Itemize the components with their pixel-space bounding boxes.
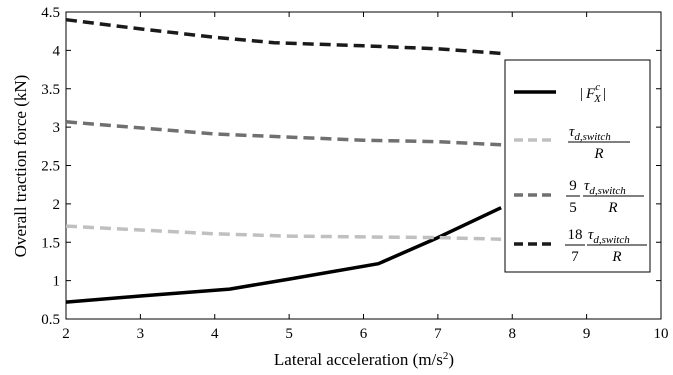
x-tick-label: 5 <box>285 326 293 342</box>
y-tick-label: 3 <box>53 120 61 136</box>
legend-coef-num-t3: 18 <box>568 227 583 243</box>
y-tick-label: 4.5 <box>41 5 60 21</box>
x-tick-label: 6 <box>360 326 368 342</box>
legend-entry-t2: 9 5 τd,switch R <box>514 178 644 216</box>
y-tick-label: 2.5 <box>41 159 60 175</box>
legend-entry-t3: 18 7 τd,switch R <box>514 227 647 265</box>
legend-den-t1: R <box>593 146 603 162</box>
y-axis-label: Overall traction force (kN) <box>11 75 30 258</box>
legend-num-t1: τd,switch <box>569 124 611 143</box>
series-line-t1 <box>65 224 502 241</box>
x-axis-label-sup: 2 <box>443 350 449 362</box>
y-tick-label: 0.5 <box>41 312 60 328</box>
x-tick-label: 9 <box>583 326 591 342</box>
legend-label-fx: | Fc X | <box>580 81 606 105</box>
x-axis-label: Lateral acceleration (m/s2) <box>274 350 454 369</box>
legend-entry-fx: | Fc X | <box>514 81 606 105</box>
y-tick-label: 3.5 <box>41 82 60 98</box>
legend-box <box>504 59 651 273</box>
legend-coef-num-t2: 9 <box>569 178 577 194</box>
legend-num-t3: τd,switch <box>588 227 630 246</box>
y-tick-label: 1.5 <box>41 235 60 251</box>
series-layer <box>65 17 502 304</box>
x-tick-label: 2 <box>62 326 70 342</box>
x-tick-label: 8 <box>509 326 517 342</box>
x-tick-label: 3 <box>137 326 145 342</box>
axis-ticks: 2 3 4 5 6 7 8 9 10 0.5 1 1.5 2 2.5 3 3.5 4 4.5 <box>41 5 668 342</box>
series-line-t2 <box>65 120 502 147</box>
x-axis-label-main: Lateral acceleration (m/s <box>274 350 443 369</box>
legend: | Fc X | τd,switch R 9 5 τd,switch R 18 7 τ… <box>504 59 651 273</box>
legend-den-t2: R <box>607 200 617 216</box>
series-line-t3 <box>65 17 502 56</box>
legend-den-t3: R <box>611 249 621 265</box>
legend-coef-den-t2: 5 <box>569 200 577 216</box>
x-axis-label-close: ) <box>448 350 454 369</box>
x-tick-label: 7 <box>434 326 442 342</box>
y-tick-label: 1 <box>53 274 61 290</box>
y-tick-label: 4 <box>53 43 61 59</box>
x-tick-label: 4 <box>211 326 219 342</box>
x-tick-label: 10 <box>654 326 669 342</box>
series-line-fx <box>65 206 502 304</box>
legend-coef-den-t3: 7 <box>571 249 579 265</box>
y-tick-label: 2 <box>53 197 61 213</box>
legend-num-t2: τd,switch <box>584 178 626 197</box>
legend-entry-t1: τd,switch R <box>514 124 630 162</box>
